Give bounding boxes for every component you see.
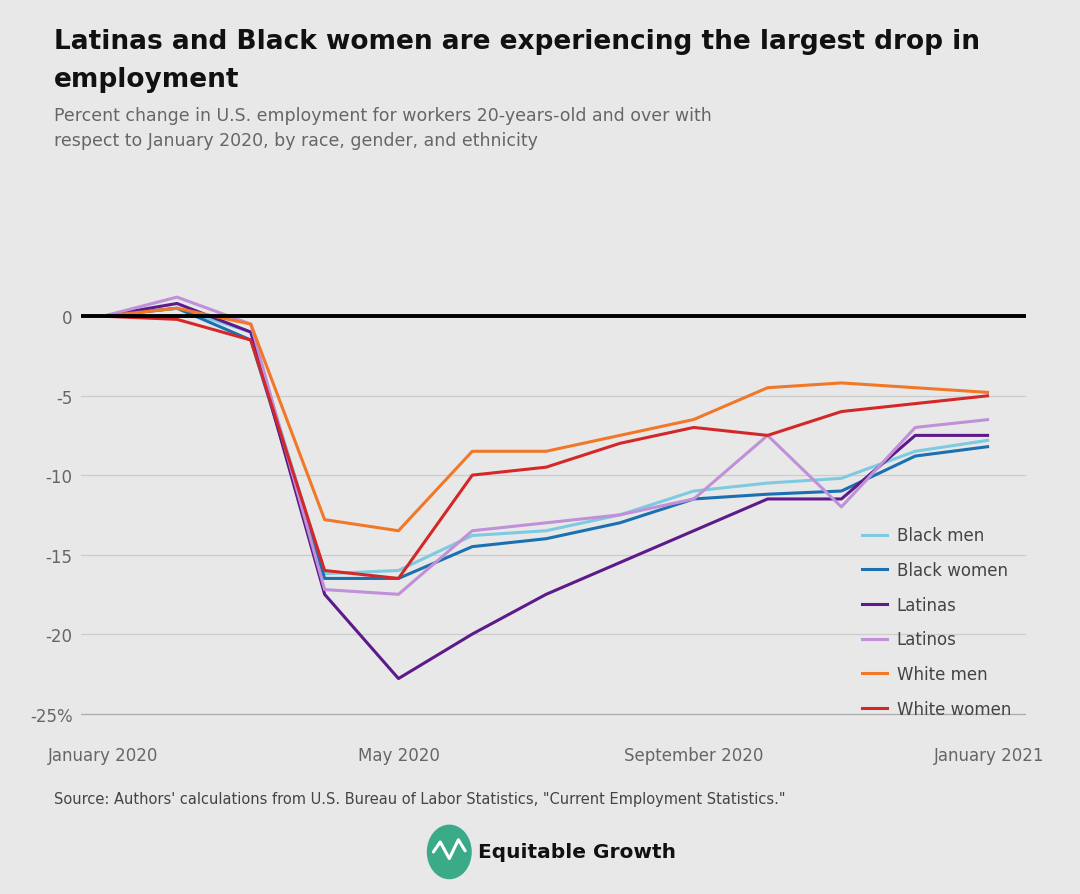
Text: Latinas and Black women are experiencing the largest drop in: Latinas and Black women are experiencing… <box>54 29 980 55</box>
Text: Percent change in U.S. employment for workers 20-years-old and over with
respect: Percent change in U.S. employment for wo… <box>54 107 712 150</box>
Legend: Black men, Black women, Latinas, Latinos, White men, White women: Black men, Black women, Latinas, Latinos… <box>855 520 1017 725</box>
Text: Equitable Growth: Equitable Growth <box>478 841 676 861</box>
Text: Source: Authors' calculations from U.S. Bureau of Labor Statistics, "Current Emp: Source: Authors' calculations from U.S. … <box>54 791 785 806</box>
Text: employment: employment <box>54 67 240 93</box>
Circle shape <box>428 825 471 879</box>
